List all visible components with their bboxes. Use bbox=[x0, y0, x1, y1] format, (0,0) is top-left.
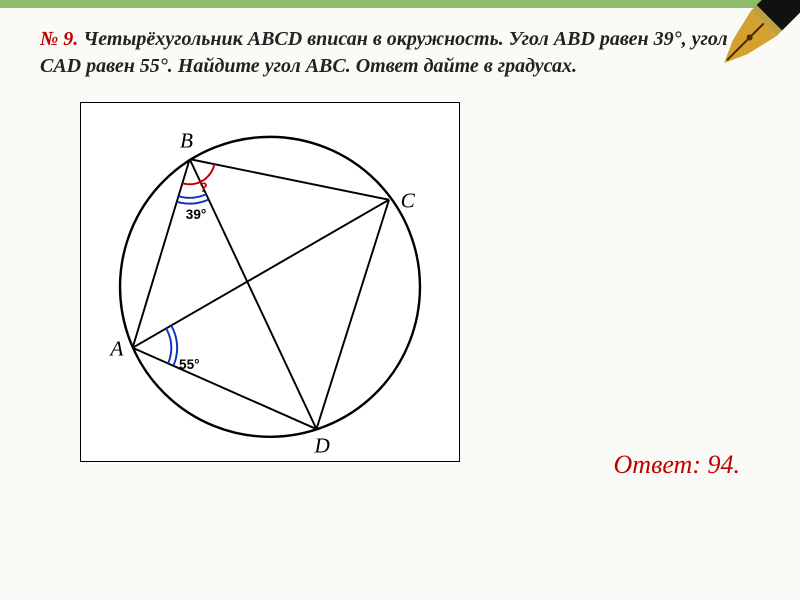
svg-text:C: C bbox=[401, 188, 416, 212]
geometry-diagram: ? 39° 55° A B C D bbox=[80, 102, 460, 462]
svg-text:55°: 55° bbox=[179, 357, 199, 372]
problem-number: № 9. bbox=[40, 28, 78, 50]
svg-text:39°: 39° bbox=[186, 207, 206, 222]
diagram-container: ? 39° 55° A B C D bbox=[80, 102, 760, 467]
pen-icon bbox=[678, 0, 800, 122]
answer-text: Ответ: 94. bbox=[614, 450, 740, 480]
svg-text:B: B bbox=[180, 129, 193, 153]
problem-body: Четырёхугольник ABCD вписан в окружность… bbox=[40, 28, 728, 77]
svg-text:A: A bbox=[108, 337, 124, 361]
problem-statement: № 9. Четырёхугольник ABCD вписан в окруж… bbox=[40, 26, 760, 80]
svg-text:?: ? bbox=[199, 180, 207, 195]
svg-text:D: D bbox=[314, 433, 331, 457]
pen-corner-decoration bbox=[678, 0, 800, 122]
